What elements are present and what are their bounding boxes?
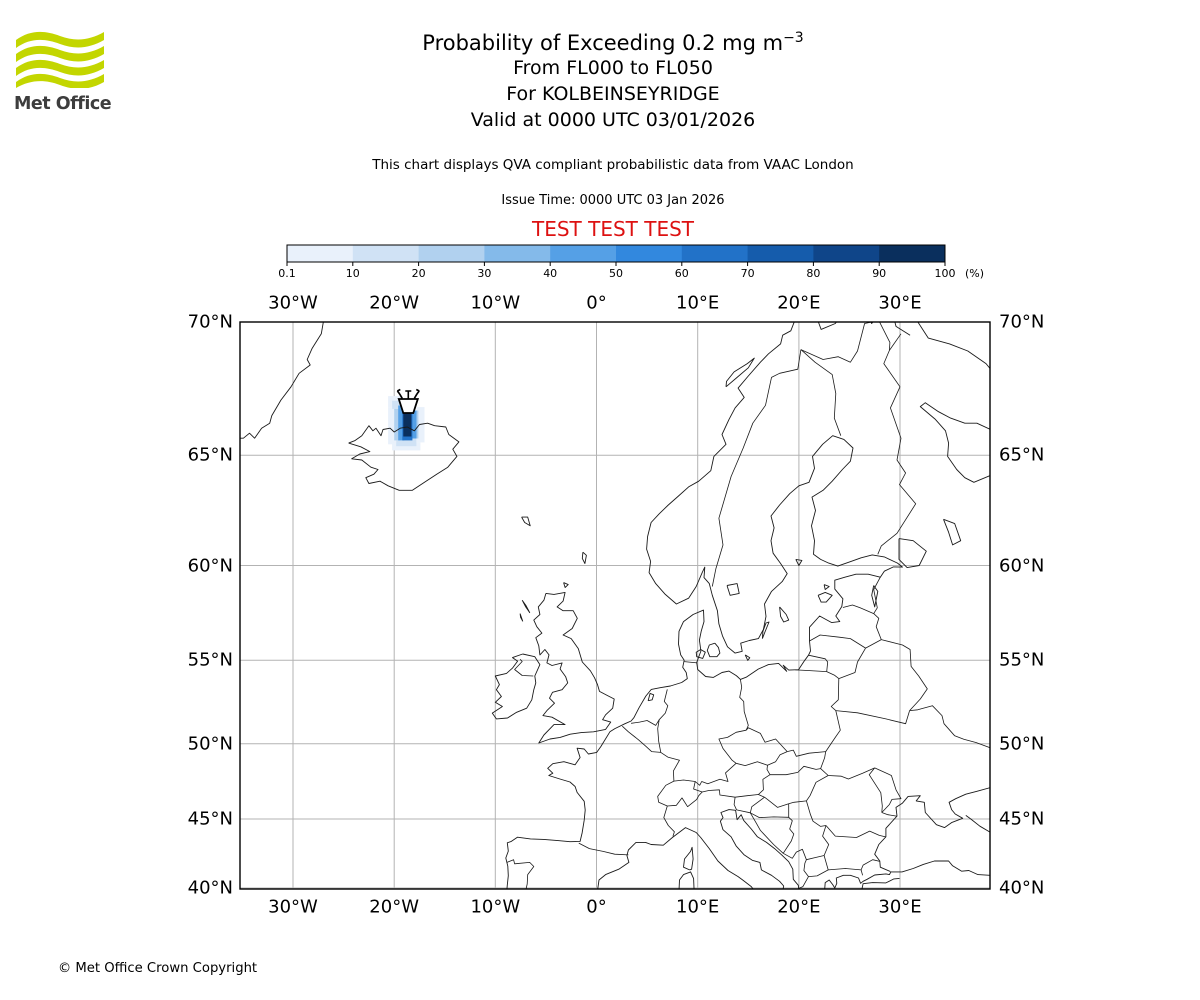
lon-label-bottom: 0° [586,896,607,918]
met-office-logo-waves [16,31,104,89]
lon-label-bottom: 30°E [878,896,922,918]
colorbar-segment [352,245,420,262]
lon-label-top: 10°W [470,292,521,314]
lon-label-top: 30°E [878,292,922,314]
ash-plume-cell [392,400,403,409]
lon-label-top: 0° [586,292,607,314]
colorbar-segment [747,245,814,262]
ash-plume-cell [398,405,405,441]
colorbar-tick-label: 30 [477,267,492,280]
lon-label-bottom: 30°W [268,896,318,918]
colorbar-segment [550,245,617,262]
colorbar-tick-label: 20 [411,267,426,280]
lat-label-left: 70°N [187,311,233,333]
map-gridlines [240,322,990,889]
ash-plume-cell [396,438,417,447]
issue-time: Issue Time: 0000 UTC 03 Jan 2026 [501,193,725,208]
lon-label-top: 20°W [369,292,420,314]
colorbar-segment [879,245,946,262]
subtitle-flight-levels: From FL000 to FL050 [513,57,713,79]
met-office-logo: Met Office [14,28,134,114]
colorbar-unit: (%) [965,267,985,280]
lat-label-right: 45°N [999,808,1045,830]
lon-label-bottom: 20°W [369,896,420,918]
lat-label-left: 65°N [187,444,233,466]
lat-label-left: 55°N [187,649,233,671]
lat-label-right: 50°N [999,733,1045,755]
lat-label-right: 60°N [999,555,1045,577]
lat-label-right: 55°N [999,649,1045,671]
subtitle-volcano: For KOLBEINSEYRIDGE [506,83,720,105]
volcano-eruption-marker [396,388,420,414]
lon-label-bottom: 10°E [676,896,720,918]
colorbar-tick-label: 10 [345,267,360,280]
colorbar-segment [616,245,683,262]
lat-label-left: 60°N [187,555,233,577]
lon-label-top: 10°E [676,292,720,314]
lon-label-top: 30°W [268,292,318,314]
colorbar-tick-label: 0.1 [278,267,296,280]
ash-plume-cell [392,442,421,451]
country-borders [506,322,990,889]
ash-plume-cell [388,407,397,445]
lat-label-left: 50°N [187,733,233,755]
colorbar-segment [813,245,880,262]
title-exponent: −3 [783,30,804,46]
colorbar-segment [287,245,354,262]
subtitle-valid-time: Valid at 0000 UTC 03/01/2026 [470,109,756,131]
lat-label-left: 45°N [187,808,233,830]
colorbar-tick-label: 50 [609,267,623,280]
lat-label-right: 65°N [999,444,1045,466]
map-border [239,321,991,890]
colorbar-tick-label: 100 [934,267,956,280]
lon-label-top: 20°E [777,292,821,314]
colorbar-tick-label: 40 [543,267,558,280]
colorbar-segment [418,245,485,262]
lon-label-bottom: 10°W [470,896,521,918]
test-banner: TEST TEST TEST [531,217,694,241]
colorbar [286,244,946,266]
lon-label-bottom: 20°E [777,896,821,918]
colorbar-segment [681,245,749,262]
chart-description: This chart displays QVA compliant probab… [372,157,854,173]
copyright-notice: © Met Office Crown Copyright [58,961,258,976]
colorbar-tick-label: 80 [806,267,821,280]
ash-plume-cell [403,410,412,437]
lat-label-right: 40°N [999,877,1045,899]
ash-plume-cell [394,408,401,441]
met-office-logo-text: Met Office [14,94,112,114]
lat-label-left: 40°N [187,877,233,899]
coastlines [240,322,990,889]
chart-title: Probability of Exceeding 0.2 mg m−3 [422,30,804,55]
colorbar-segment [484,245,551,262]
ash-plume-cell [410,410,417,439]
colorbar-tick-label: 70 [740,267,755,280]
colorbar-tick-label: 60 [674,267,689,280]
colorbar-tick-label: 90 [872,267,887,280]
lat-label-right: 70°N [999,311,1045,333]
